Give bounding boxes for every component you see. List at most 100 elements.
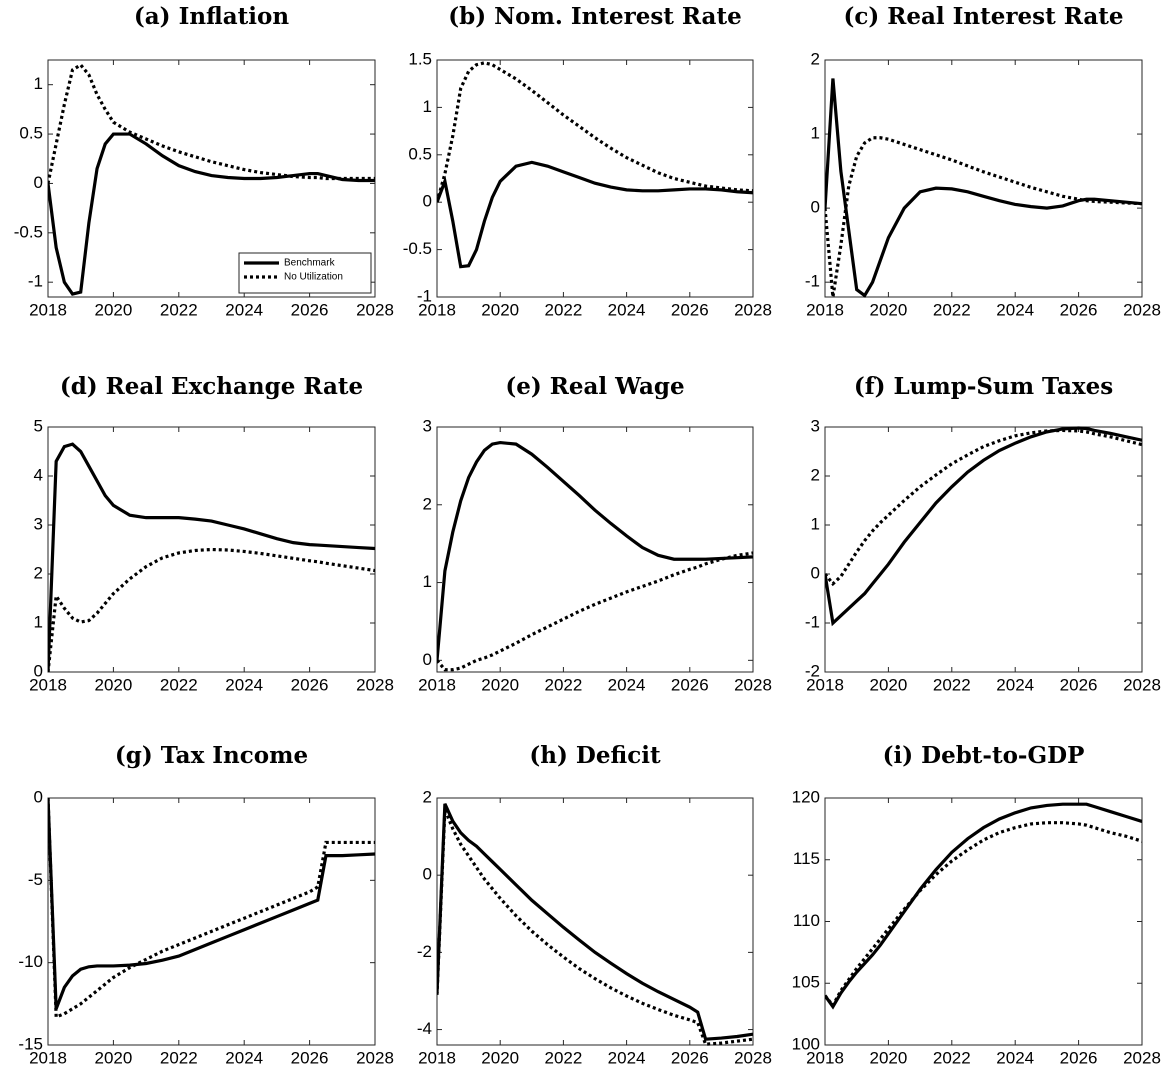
line-series bbox=[437, 803, 753, 1041]
y-tick-label: 0 bbox=[423, 192, 432, 211]
legend-label: No Utilization bbox=[284, 272, 343, 283]
y-tick-label: 110 bbox=[793, 911, 820, 930]
y-tick-label: 0 bbox=[811, 563, 820, 582]
line-series bbox=[48, 442, 375, 673]
x-tick-label: 2024 bbox=[996, 675, 1034, 694]
line-series bbox=[825, 802, 1142, 1010]
y-tick-label: -1 bbox=[805, 612, 820, 631]
plot-frame bbox=[436, 59, 754, 298]
x-tick-label: 2028 bbox=[1123, 675, 1161, 694]
x-tick-label: 2022 bbox=[160, 1048, 198, 1067]
x-tick-label: 2018 bbox=[418, 1048, 456, 1067]
x-tick-label: 2020 bbox=[481, 300, 519, 319]
x-tick-label: 2026 bbox=[291, 300, 329, 319]
legend-label: Benchmark bbox=[284, 258, 336, 269]
panel: (g) Tax Income 2018 2020 2022 2024 2026 2028 -1… bbox=[18, 742, 393, 1067]
x-tick-label: 2026 bbox=[671, 300, 709, 319]
legend-box bbox=[238, 252, 372, 294]
line-series bbox=[825, 428, 1142, 587]
x-tick-label: 2022 bbox=[544, 300, 582, 319]
y-tick-label: 1 bbox=[423, 97, 432, 116]
x-tick-label: 2020 bbox=[869, 675, 907, 694]
x-tick-label: 2026 bbox=[671, 1048, 709, 1067]
line-series bbox=[437, 551, 753, 672]
x-tick-label: 2024 bbox=[225, 300, 263, 319]
x-tick-label: 2028 bbox=[1123, 1048, 1161, 1067]
y-tick-label: 3 bbox=[423, 416, 432, 435]
x-tick-label: 2018 bbox=[418, 300, 456, 319]
y-tick-label: 2 bbox=[423, 787, 432, 806]
line-series bbox=[437, 61, 753, 203]
y-tick-label: 5 bbox=[34, 416, 43, 435]
chart-title: (d) Real Exchange Rate bbox=[60, 373, 363, 400]
x-tick-label: 2026 bbox=[671, 675, 709, 694]
x-tick-label: 2018 bbox=[418, 675, 456, 694]
line-series bbox=[48, 62, 375, 184]
chart-title: (h) Deficit bbox=[529, 742, 661, 769]
line-series bbox=[825, 426, 1142, 627]
y-tick-label: 0 bbox=[811, 198, 820, 217]
y-tick-label: -0.5 bbox=[403, 239, 432, 258]
x-tick-label: 2026 bbox=[291, 1048, 329, 1067]
line-series bbox=[825, 136, 1142, 298]
y-tick-label: -1 bbox=[805, 272, 820, 291]
y-tick-label: 0.5 bbox=[19, 124, 43, 143]
x-tick-label: 2022 bbox=[933, 300, 971, 319]
y-tick-label: -5 bbox=[28, 870, 43, 889]
y-tick-label: 0 bbox=[34, 787, 43, 806]
y-tick-label: 1.5 bbox=[408, 49, 432, 68]
x-tick-label: 2020 bbox=[481, 1048, 519, 1067]
line-series bbox=[48, 797, 375, 1020]
line-series bbox=[825, 78, 1142, 298]
y-tick-label: 0.5 bbox=[408, 144, 432, 163]
x-tick-label: 2024 bbox=[608, 675, 646, 694]
panel: (e) Real Wage 2018 2020 2022 2024 2026 2028 0 1 2… bbox=[418, 373, 772, 694]
panel: (i) Debt-to-GDP 2018 2020 2022 2024 2026 2028 1… bbox=[792, 742, 1161, 1067]
line-series bbox=[825, 821, 1142, 1009]
x-tick-label: 2018 bbox=[29, 300, 67, 319]
y-tick-label: 2 bbox=[423, 494, 432, 513]
line-series bbox=[437, 808, 753, 1046]
y-tick-label: 100 bbox=[792, 1034, 820, 1053]
x-tick-label: 2026 bbox=[1060, 300, 1098, 319]
y-tick-label: 2 bbox=[811, 465, 820, 484]
y-tick-label: 2 bbox=[34, 563, 43, 582]
x-tick-label: 2028 bbox=[356, 675, 394, 694]
x-tick-label: 2026 bbox=[1060, 1048, 1098, 1067]
y-tick-label: 1 bbox=[811, 514, 820, 533]
x-tick-label: 2020 bbox=[869, 300, 907, 319]
plot-frame bbox=[824, 426, 1143, 673]
y-tick-label: -1 bbox=[417, 286, 432, 305]
y-tick-label: 0 bbox=[423, 865, 432, 884]
x-tick-label: 2028 bbox=[356, 300, 394, 319]
y-tick-label: 120 bbox=[792, 787, 820, 806]
x-tick-label: 2020 bbox=[869, 1048, 907, 1067]
chart-title: (g) Tax Income bbox=[115, 742, 308, 769]
chart-title: (a) Inflation bbox=[134, 3, 289, 30]
plot-frame bbox=[824, 797, 1143, 1046]
line-series bbox=[437, 440, 753, 661]
line-series bbox=[437, 160, 753, 269]
line-series bbox=[48, 797, 375, 1010]
x-tick-label: 2024 bbox=[996, 1048, 1034, 1067]
panel: (h) Deficit 2018 2020 2022 2024 2026 2028 -4 -2 0… bbox=[417, 742, 772, 1067]
x-tick-label: 2028 bbox=[734, 300, 772, 319]
chart-title: (i) Debt-to-GDP bbox=[883, 742, 1085, 769]
x-tick-label: 2024 bbox=[225, 1048, 263, 1067]
y-tick-label: 1 bbox=[811, 124, 820, 143]
x-tick-label: 2018 bbox=[806, 1048, 844, 1067]
y-tick-label: -15 bbox=[18, 1034, 43, 1053]
x-tick-label: 2018 bbox=[29, 675, 67, 694]
y-tick-label: -2 bbox=[417, 942, 432, 961]
x-tick-label: 2024 bbox=[608, 300, 646, 319]
x-tick-label: 2018 bbox=[29, 1048, 67, 1067]
x-tick-label: 2026 bbox=[291, 675, 329, 694]
chart-title: (f) Lump-Sum Taxes bbox=[854, 373, 1113, 400]
x-tick-label: 2028 bbox=[1123, 300, 1161, 319]
x-tick-label: 2022 bbox=[544, 1048, 582, 1067]
y-tick-label: 1 bbox=[34, 74, 43, 93]
y-tick-label: -2 bbox=[805, 661, 820, 680]
